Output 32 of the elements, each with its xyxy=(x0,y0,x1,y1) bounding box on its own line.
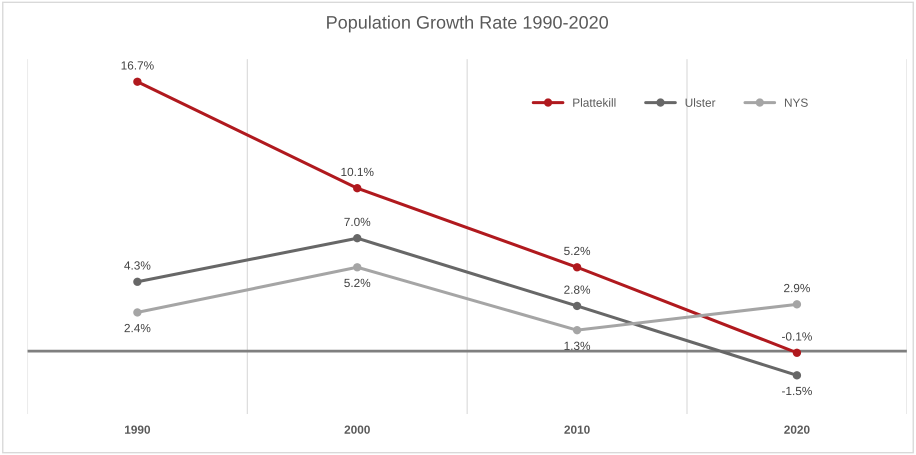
data-label: 4.3% xyxy=(124,261,150,270)
point xyxy=(353,234,362,242)
point xyxy=(792,348,802,357)
data-label: 5.2% xyxy=(344,278,370,288)
point xyxy=(792,371,802,380)
data-label: 2.8% xyxy=(564,286,590,294)
data-label: -1.5% xyxy=(782,386,812,396)
data-label: -0.1% xyxy=(782,332,812,341)
data-label: 1.3% xyxy=(564,342,590,350)
point xyxy=(572,302,582,310)
x-tick-label: 2010 xyxy=(564,425,590,434)
point xyxy=(133,308,142,317)
x-tick-label: 1990 xyxy=(125,425,150,434)
point xyxy=(133,78,142,86)
point xyxy=(572,326,582,334)
chart-title: Population Growth Rate 1990-2020 xyxy=(327,16,608,32)
point xyxy=(353,263,362,272)
point xyxy=(572,263,582,272)
data-label: 7.0% xyxy=(344,218,370,226)
data-label: 2.4% xyxy=(124,324,150,332)
data-label: 2.9% xyxy=(784,284,810,292)
data-label: 5.2% xyxy=(564,246,590,256)
x-tick-label: 2020 xyxy=(784,425,810,434)
legend-label: Plattekill xyxy=(573,98,616,107)
legend-label: NYS xyxy=(784,98,808,107)
x-tick-label: 2000 xyxy=(344,425,370,434)
legend-label: Ulster xyxy=(686,98,716,107)
data-label: 10.1% xyxy=(341,168,374,176)
data-label: 16.7% xyxy=(122,61,154,70)
point xyxy=(792,300,802,309)
point xyxy=(133,278,142,286)
point xyxy=(353,184,362,192)
